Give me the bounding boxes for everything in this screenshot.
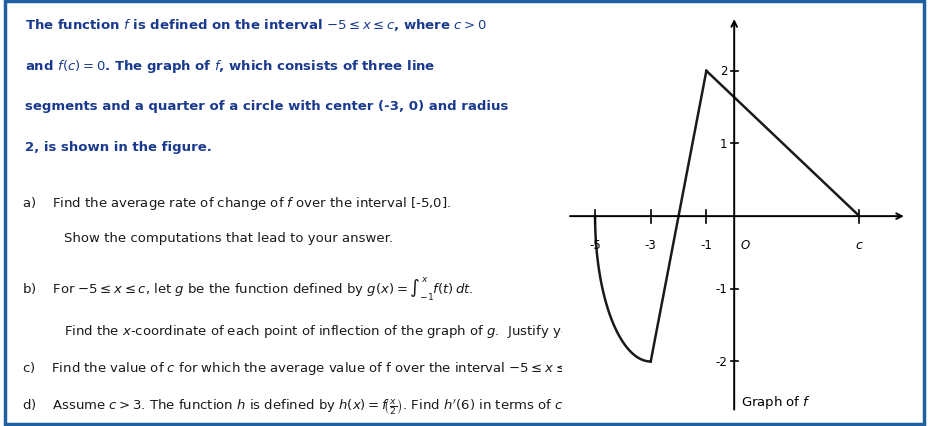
Text: 2: 2 — [719, 65, 727, 78]
Text: -1: -1 — [700, 239, 712, 251]
Text: The function $f$ is defined on the interval $-5 \leq x \leq c$, where $c > 0$: The function $f$ is defined on the inter… — [24, 17, 486, 33]
Text: $O$: $O$ — [740, 239, 751, 251]
Text: 1: 1 — [719, 138, 727, 151]
Text: -5: -5 — [588, 239, 600, 251]
Text: $c$: $c$ — [854, 239, 863, 251]
Text: a)    Find the average rate of change of $f$ over the interval [-5,0].: a) Find the average rate of change of $f… — [22, 194, 451, 211]
Text: Find the $x$-coordinate of each point of inflection of the graph of $g$.  Justif: Find the $x$-coordinate of each point of… — [64, 322, 638, 340]
Text: Graph of $f$: Graph of $f$ — [740, 393, 810, 410]
Text: -1: -1 — [715, 282, 727, 296]
Text: b)    For $-5 \leq x \leq c$, let $g$ be the function defined by $g(x) = \int_{-: b) For $-5 \leq x \leq c$, let $g$ be th… — [22, 275, 473, 302]
Text: 2, is shown in the figure.: 2, is shown in the figure. — [24, 141, 212, 154]
Text: -2: -2 — [715, 355, 727, 368]
Text: Show the computations that lead to your answer.: Show the computations that lead to your … — [64, 232, 393, 245]
Text: segments and a quarter of a circle with center (-3, 0) and radius: segments and a quarter of a circle with … — [24, 99, 508, 112]
Text: and $f(c) = 0$. The graph of $f$, which consists of three line: and $f(c) = 0$. The graph of $f$, which … — [24, 58, 434, 75]
Text: c)    Find the value of $c$ for which the average value of f over the interval $: c) Find the value of $c$ for which the a… — [22, 358, 611, 380]
Text: d)    Assume $c > 3$. The function $h$ is defined by $h(x) = f\!\left(\frac{x}{2: d) Assume $c > 3$. The function $h$ is d… — [22, 397, 566, 416]
Text: -3: -3 — [644, 239, 656, 251]
